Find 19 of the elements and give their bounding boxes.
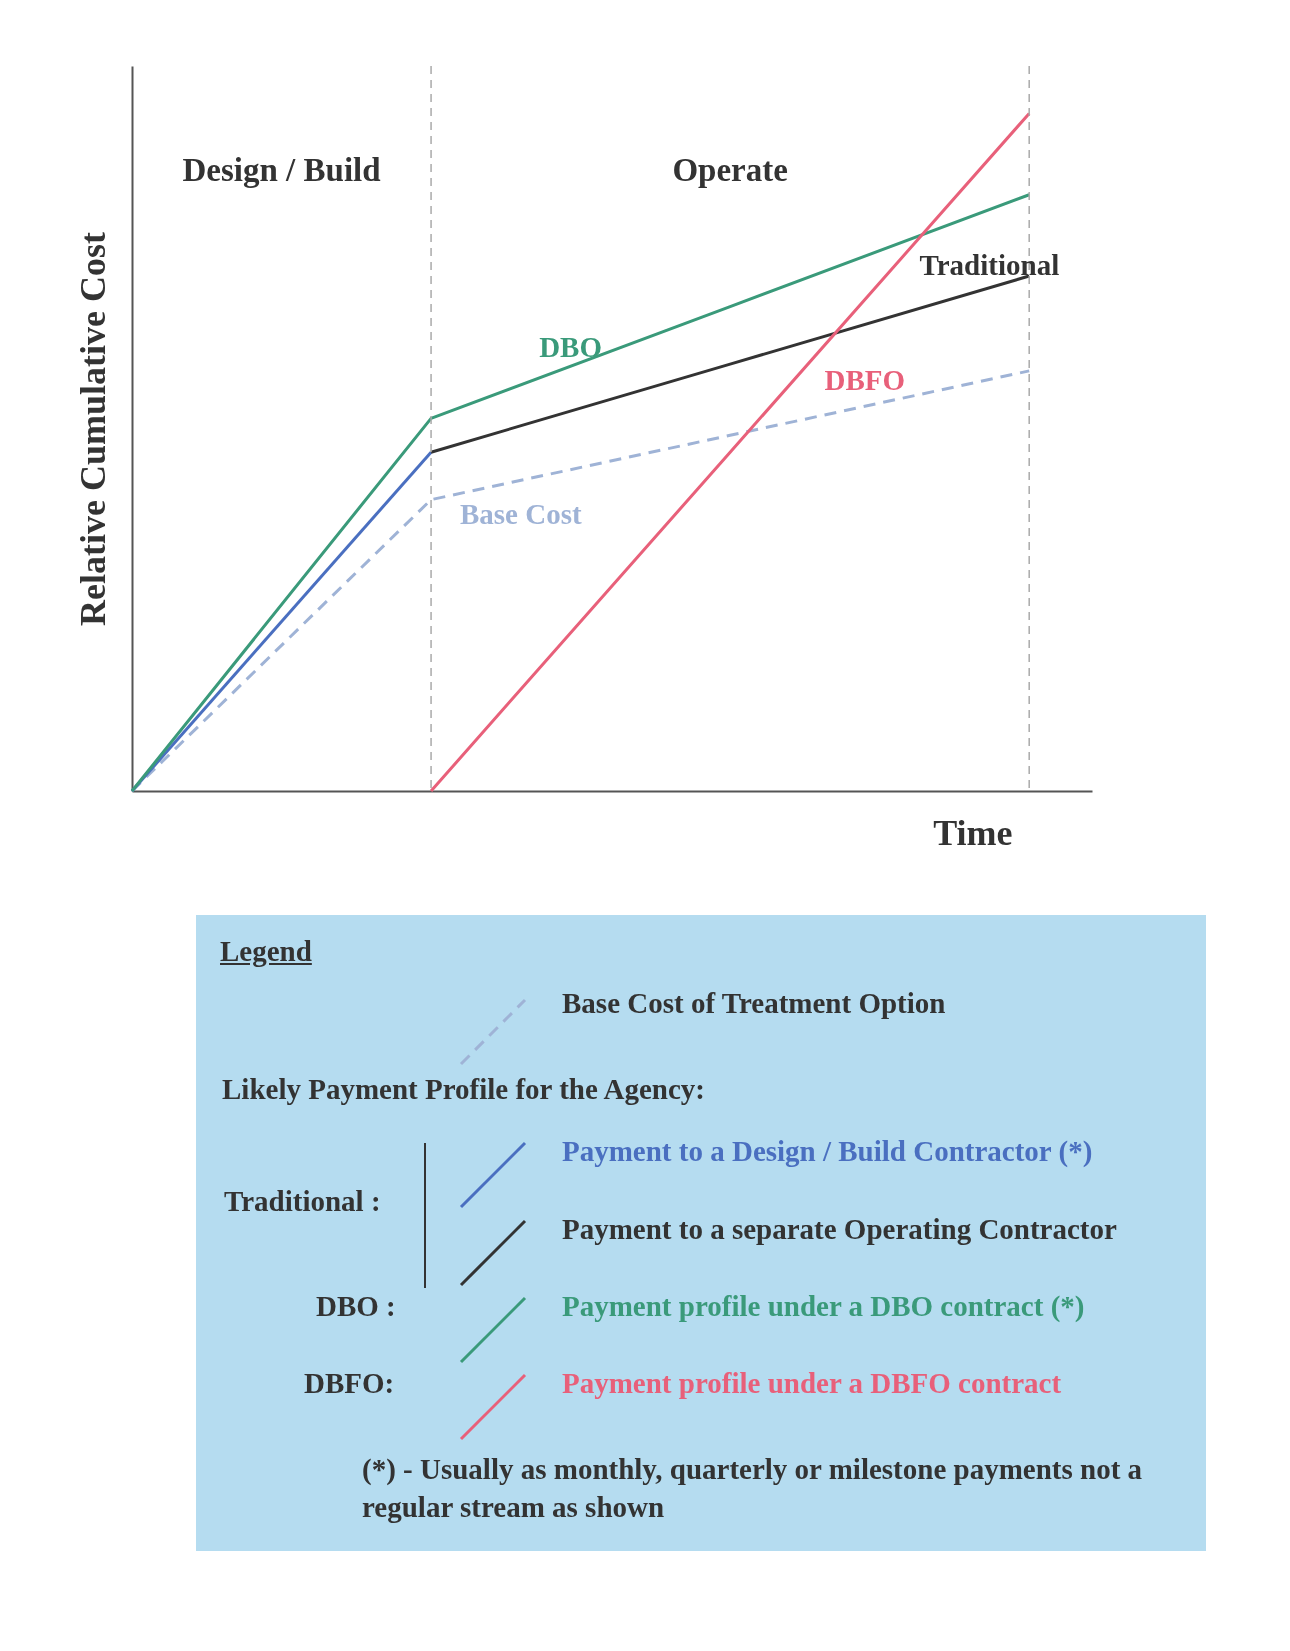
text: Payment to a Design / Build Contractor (*) xyxy=(562,1135,1093,1168)
annotation: Design / Build xyxy=(182,152,381,188)
text: Traditional : xyxy=(224,1185,381,1218)
series-label: Traditional xyxy=(919,248,1060,281)
text: (*) - Usually as monthly, quarterly or milestone payments not a regular stream as shown xyxy=(362,1452,1144,1525)
annotation: Operate xyxy=(672,152,788,188)
text: DBFO: xyxy=(304,1367,395,1400)
text: Legend xyxy=(220,935,312,968)
text: Payment to a separate Operating Contractor xyxy=(562,1213,1117,1246)
text: DBO : xyxy=(316,1290,396,1323)
x-axis-title: Time xyxy=(933,812,1013,853)
series-label: Base Cost xyxy=(459,498,582,531)
y-axis-title: Relative Cumulative Cost xyxy=(72,232,113,626)
series-label: DBO xyxy=(539,331,603,364)
series-label: DBFO xyxy=(824,363,906,396)
text: Payment profile under a DBFO contract xyxy=(562,1367,1062,1400)
text: Base Cost of Treatment Option xyxy=(562,987,946,1020)
text: Payment profile under a DBO contract (*) xyxy=(562,1290,1085,1323)
text: Likely Payment Profile for the Agency: xyxy=(222,1073,705,1106)
